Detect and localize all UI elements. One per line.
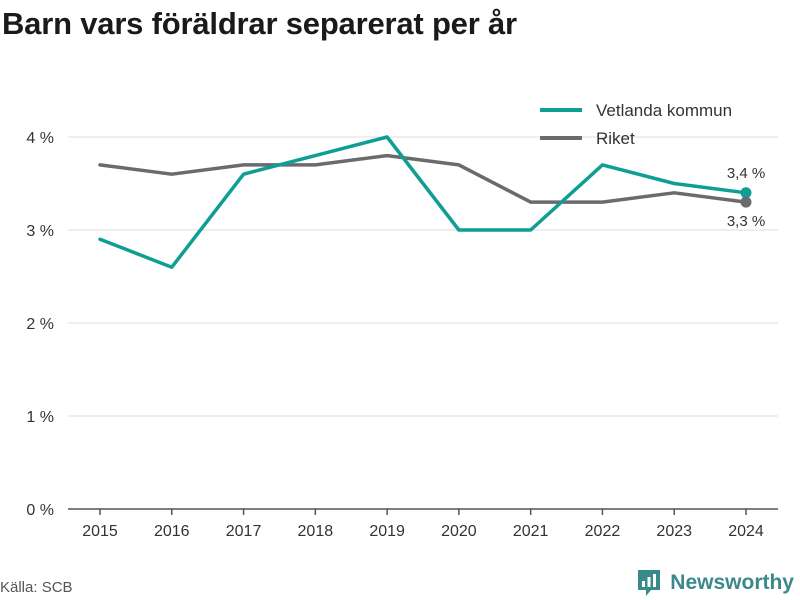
y-tick-label: 4 % — [26, 130, 54, 147]
x-tick-label: 2024 — [728, 523, 764, 540]
series-line-0 — [98, 135, 748, 269]
legend-label-1: Riket — [596, 129, 635, 148]
chart-title: Barn vars föräldrar separerat per år — [2, 6, 517, 41]
x-tick-label: 2020 — [441, 523, 477, 540]
series-end-point-1 — [740, 196, 752, 208]
y-tick-label: 3 % — [26, 223, 54, 240]
y-tick-label: 1 % — [26, 409, 54, 426]
x-tick-label: 2019 — [369, 523, 405, 540]
x-tick-label: 2016 — [154, 523, 190, 540]
series-line-1 — [98, 153, 748, 204]
x-tick-label: 2015 — [82, 523, 118, 540]
x-tick-label: 2023 — [656, 523, 692, 540]
y-tick-label: 2 % — [26, 316, 54, 333]
newsworthy-logo-icon — [638, 570, 661, 596]
series-end-label-1: 3,3 % — [727, 213, 765, 230]
legend-label-0: Vetlanda kommun — [596, 101, 732, 120]
y-tick-label: 0 % — [26, 502, 54, 519]
x-tick-label: 2022 — [585, 523, 621, 540]
brand[interactable]: Newsworthy — [636, 568, 794, 598]
series-end-point-0 — [740, 187, 752, 199]
x-tick-label: 2017 — [226, 523, 262, 540]
series-end-label-0: 3,4 % — [727, 165, 765, 182]
source-note: Källa: SCB — [0, 579, 73, 596]
brand-name: Newsworthy — [670, 571, 794, 594]
x-tick-label: 2018 — [298, 523, 334, 540]
x-tick-label: 2021 — [513, 523, 549, 540]
